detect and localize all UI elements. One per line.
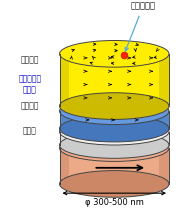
Polygon shape bbox=[60, 148, 69, 184]
Ellipse shape bbox=[60, 98, 169, 125]
Ellipse shape bbox=[60, 132, 169, 158]
Ellipse shape bbox=[60, 115, 169, 142]
Text: 磁気渦中心: 磁気渦中心 bbox=[125, 2, 156, 51]
Polygon shape bbox=[159, 54, 169, 106]
Polygon shape bbox=[60, 54, 69, 106]
Ellipse shape bbox=[60, 93, 169, 119]
Text: 鉄合金層: 鉄合金層 bbox=[21, 56, 39, 64]
Polygon shape bbox=[159, 111, 169, 129]
Ellipse shape bbox=[60, 118, 169, 145]
Text: 参照層: 参照層 bbox=[23, 126, 37, 135]
Polygon shape bbox=[60, 54, 169, 106]
Polygon shape bbox=[60, 148, 169, 184]
Ellipse shape bbox=[60, 171, 169, 197]
Text: 絶縁体層: 絶縁体層 bbox=[21, 102, 39, 111]
Ellipse shape bbox=[60, 135, 169, 161]
Polygon shape bbox=[60, 111, 69, 129]
Polygon shape bbox=[60, 132, 169, 145]
Polygon shape bbox=[60, 132, 69, 145]
Polygon shape bbox=[159, 148, 169, 184]
Text: φ 300-500 nm: φ 300-500 nm bbox=[85, 198, 144, 207]
Polygon shape bbox=[60, 111, 169, 129]
Text: 鉄コバルト
合金層: 鉄コバルト 合金層 bbox=[18, 75, 41, 94]
Ellipse shape bbox=[60, 41, 169, 67]
Polygon shape bbox=[159, 132, 169, 145]
